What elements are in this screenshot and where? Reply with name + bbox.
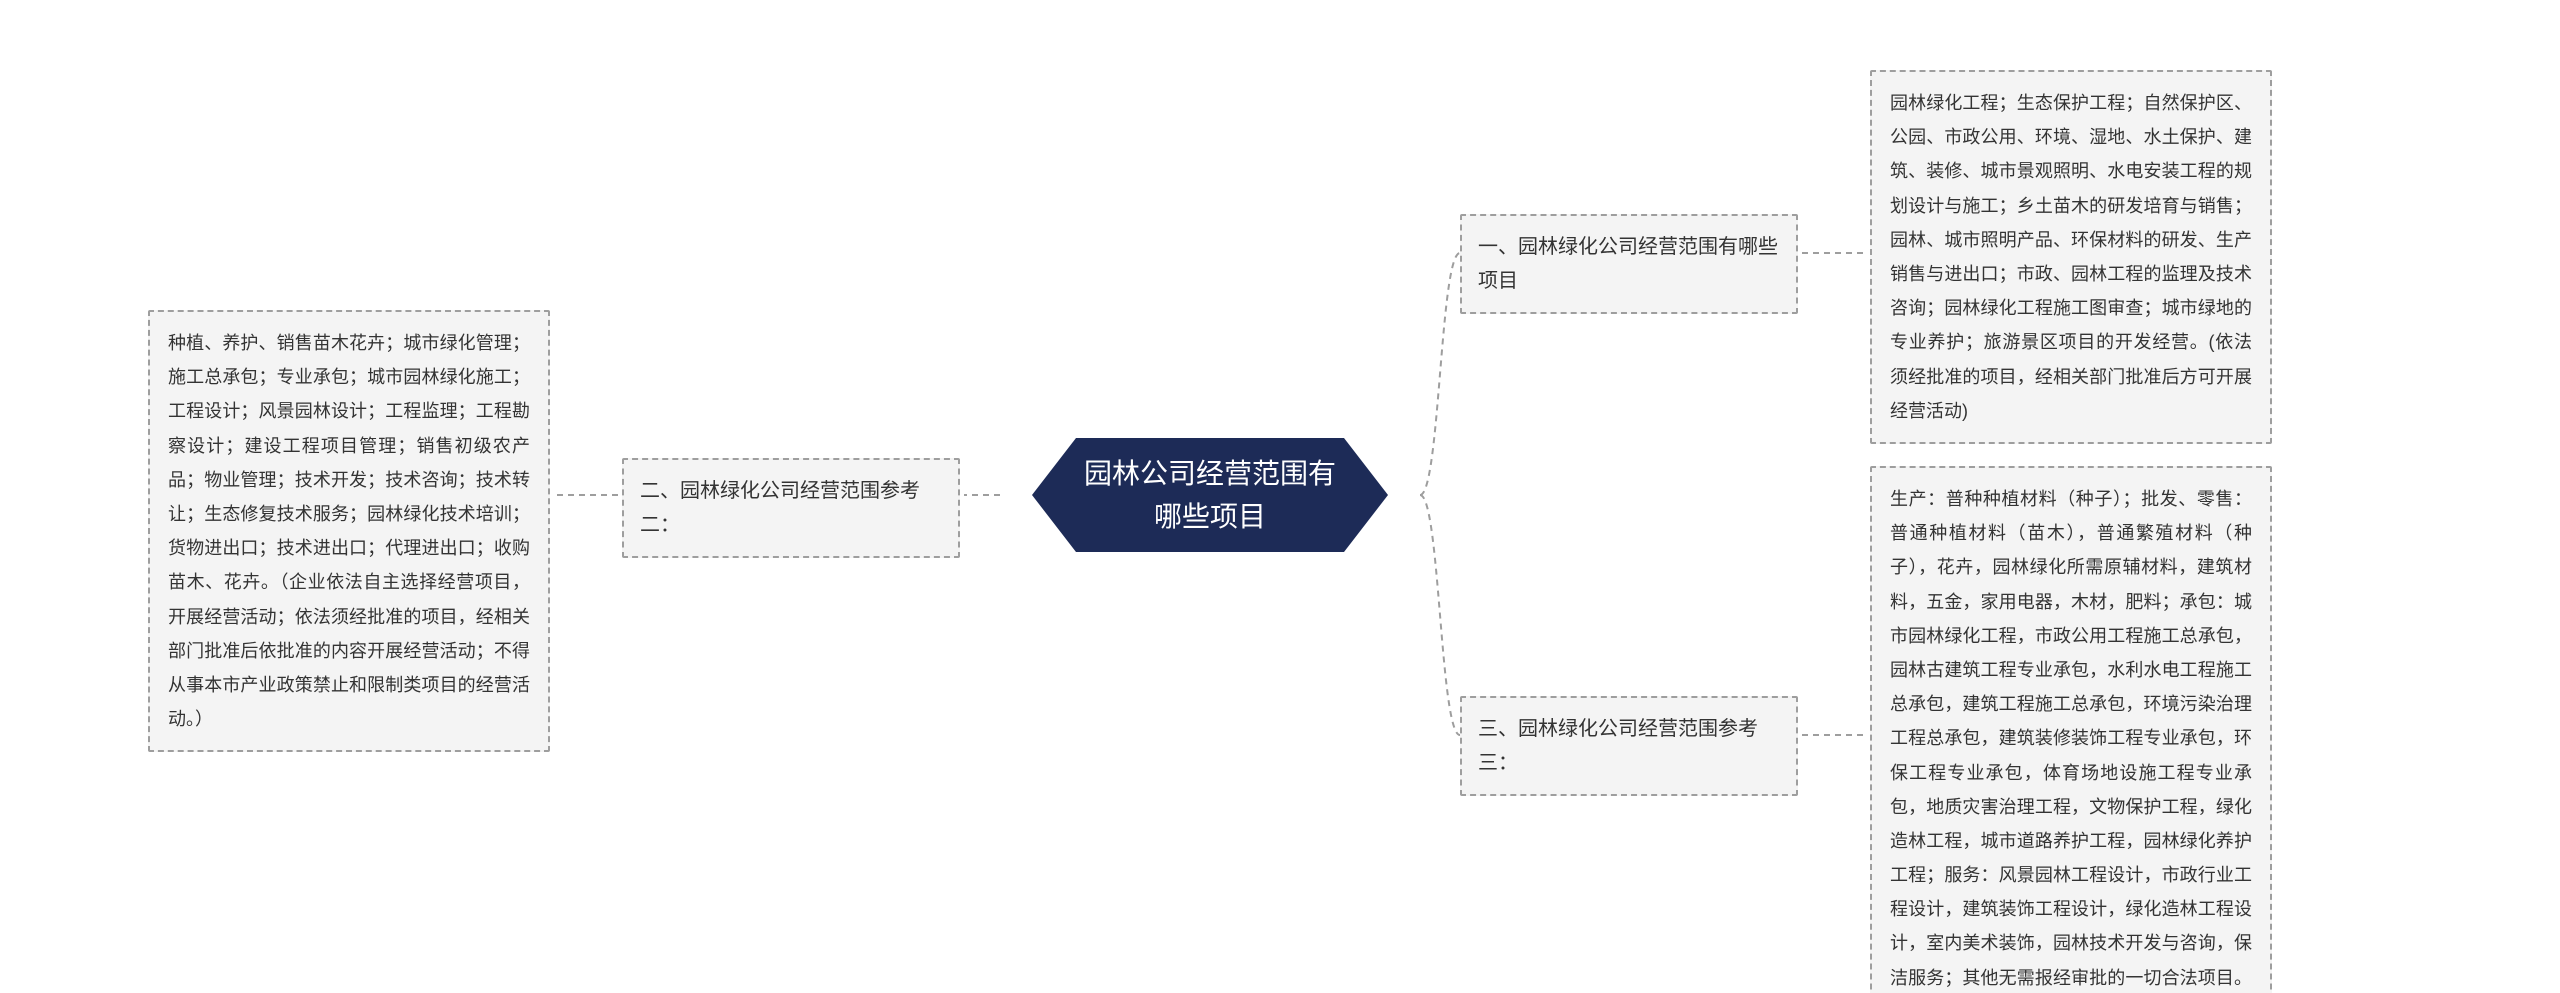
leaf-scope-items-detail: 园林绿化工程；生态保护工程；自然保护区、公园、市政公用、环境、湿地、水土保护、建… [1870, 70, 2272, 444]
leaf-reference-two-detail: 种植、养护、销售苗木花卉；城市绿化管理；施工总承包；专业承包；城市园林绿化施工；… [148, 310, 550, 752]
branch-reference-two: 二、园林绿化公司经营范围参考二： [622, 458, 960, 558]
leaf-one-text: 园林绿化工程；生态保护工程；自然保护区、公园、市政公用、环境、湿地、水土保护、建… [1890, 93, 2252, 421]
root-title-text: 园林公司经营范围有哪些项目 [1076, 452, 1344, 539]
branch-two-label: 二、园林绿化公司经营范围参考二： [640, 480, 920, 536]
branch-three-label: 三、园林绿化公司经营范围参考三： [1478, 718, 1758, 774]
branch-reference-three: 三、园林绿化公司经营范围参考三： [1460, 696, 1798, 796]
leaf-three-text: 生产：普种种植材料（种子）；批发、零售：普通种植材料（苗木），普通繁殖材料（种子… [1890, 489, 2252, 993]
branch-scope-items: 一、园林绿化公司经营范围有哪些项目 [1460, 214, 1798, 314]
leaf-two-text: 种植、养护、销售苗木花卉；城市绿化管理；施工总承包；专业承包；城市园林绿化施工；… [168, 333, 530, 729]
root-title: 园林公司经营范围有哪些项目 [1032, 438, 1388, 552]
branch-one-label: 一、园林绿化公司经营范围有哪些项目 [1478, 236, 1778, 292]
leaf-reference-three-detail: 生产：普种种植材料（种子）；批发、零售：普通种植材料（苗木），普通繁殖材料（种子… [1870, 466, 2272, 993]
root-node: 园林公司经营范围有哪些项目 [1032, 438, 1388, 552]
